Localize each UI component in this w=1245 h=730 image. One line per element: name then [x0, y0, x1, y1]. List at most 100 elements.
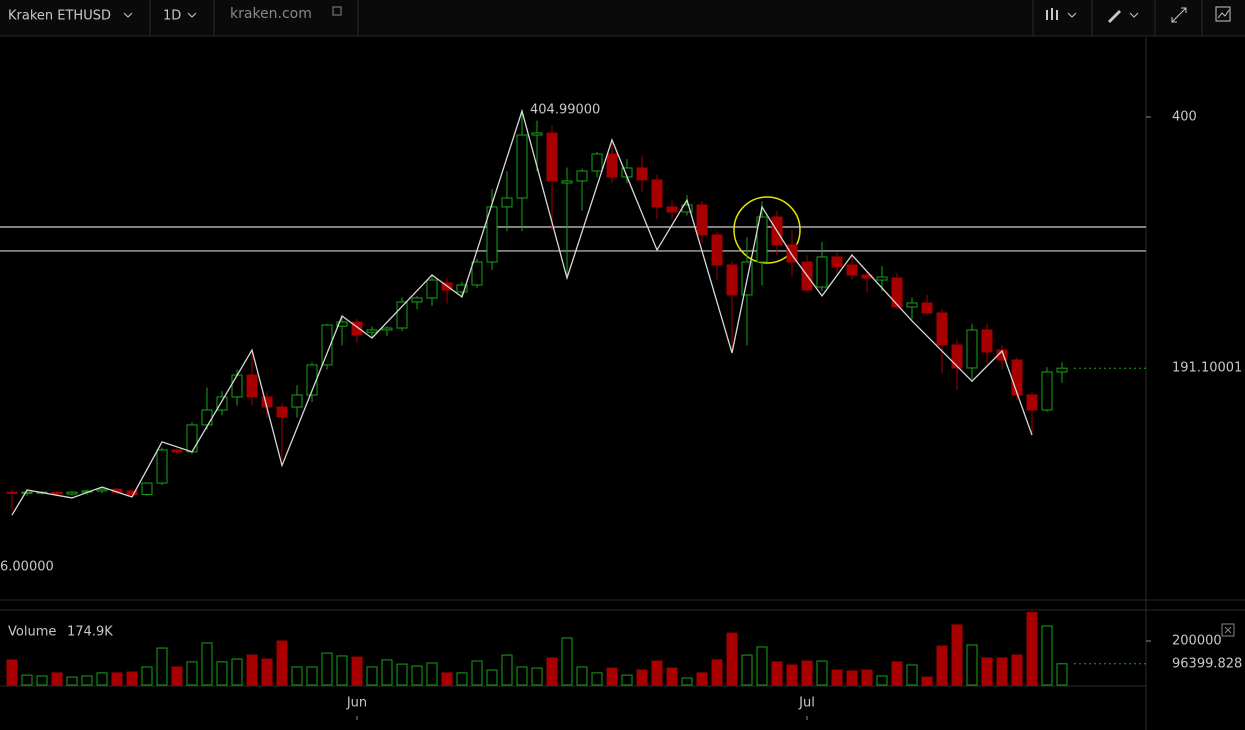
volume-bar	[366, 666, 378, 686]
candle-body	[141, 482, 153, 496]
volume-bar	[6, 659, 18, 686]
volume-legend: Volume	[8, 625, 56, 640]
volume-bar	[36, 675, 48, 686]
indicator-button[interactable]	[1215, 6, 1231, 22]
candle-body	[726, 264, 738, 296]
volume-bar	[756, 646, 768, 686]
draw-button[interactable]	[1108, 10, 1139, 23]
volume-bar	[216, 661, 228, 686]
candle-body	[426, 279, 438, 299]
volume-bar	[1056, 663, 1068, 686]
candle-body	[816, 256, 828, 288]
volume-bar	[171, 666, 183, 686]
candle-body	[66, 491, 78, 495]
volume-bar	[51, 672, 63, 686]
candle-body	[396, 301, 408, 329]
volume-bar	[681, 677, 693, 686]
candle-body	[996, 349, 1008, 361]
volume-bar	[816, 660, 828, 686]
volume-bar	[876, 675, 888, 686]
volume-bar	[696, 672, 708, 686]
candle-body	[291, 394, 303, 408]
volume-bar	[591, 672, 603, 686]
volume-bar	[741, 654, 753, 686]
candle-body	[561, 180, 573, 184]
interval[interactable]: 1D	[163, 9, 181, 24]
volume-bar	[711, 659, 723, 686]
volume-bar	[426, 662, 438, 686]
candle-body	[186, 424, 198, 453]
close-pane-button[interactable]	[1221, 623, 1235, 637]
volume-bar	[471, 660, 483, 686]
volume-bar	[951, 624, 963, 686]
volume-bar	[651, 660, 663, 686]
candle-body	[636, 167, 648, 181]
volume-bar	[786, 664, 798, 686]
candle-body	[456, 284, 468, 293]
y-tick-label: 400	[1172, 109, 1197, 124]
volume-bar	[486, 669, 498, 686]
candle-body	[966, 329, 978, 369]
volume-bar	[801, 660, 813, 686]
candle-body	[1041, 371, 1053, 411]
volume-bar	[576, 666, 588, 686]
candle-body	[231, 374, 243, 398]
x-tick-label: Jun	[346, 696, 367, 711]
candle-body	[1056, 367, 1068, 373]
volume-bar	[96, 672, 108, 686]
candle-body	[516, 134, 528, 199]
volume-bar	[66, 676, 78, 686]
candle-body	[6, 491, 18, 494]
volume-bar	[141, 666, 153, 686]
volume-bar	[156, 647, 168, 686]
volume-bar	[441, 672, 453, 686]
chart-type-button[interactable]	[1046, 8, 1077, 20]
volume-bar	[231, 658, 243, 686]
symbol[interactable]: Kraken ETHUSD	[8, 9, 111, 24]
volume-bar	[186, 661, 198, 686]
volume-bar	[921, 676, 933, 686]
candle-body	[786, 244, 798, 263]
candle-body	[906, 302, 918, 308]
volume-bar	[111, 672, 123, 686]
candle-body	[876, 276, 888, 281]
volume-bar	[291, 666, 303, 686]
candle-body	[351, 321, 363, 336]
volume-bar	[261, 658, 273, 686]
candle-body	[411, 297, 423, 303]
fullscreen-button[interactable]	[1171, 7, 1187, 23]
candle-body	[1011, 359, 1023, 396]
volume-bar	[546, 657, 558, 686]
volume-bar	[396, 663, 408, 686]
candle-body	[531, 132, 543, 136]
candle-body	[276, 406, 288, 418]
volume-bar	[126, 671, 138, 686]
candle-body	[366, 329, 378, 333]
last-price-label: 191.10001	[1172, 361, 1242, 376]
volume-bar	[726, 632, 738, 686]
candle-body	[546, 132, 558, 182]
candle-body	[711, 234, 723, 266]
candle-body	[381, 327, 393, 331]
volume-bar	[321, 652, 333, 686]
candle-body	[936, 312, 948, 346]
volume-bar	[621, 674, 633, 686]
low-label: 6.00000	[0, 560, 54, 575]
source-link[interactable]: kraken.com	[230, 6, 312, 22]
candle-body	[921, 302, 933, 314]
peak-label: 404.99000	[530, 103, 600, 118]
volume-bar	[306, 666, 318, 686]
candle-body	[486, 206, 498, 263]
volume-bar	[1041, 625, 1053, 686]
volume-bar	[381, 659, 393, 686]
candle-body	[831, 256, 843, 268]
candle-body	[156, 449, 168, 484]
candle-body	[246, 374, 258, 398]
candle-body	[951, 344, 963, 369]
candle-body	[591, 153, 603, 172]
highlight-circle	[733, 196, 801, 264]
candle-body	[126, 490, 138, 496]
